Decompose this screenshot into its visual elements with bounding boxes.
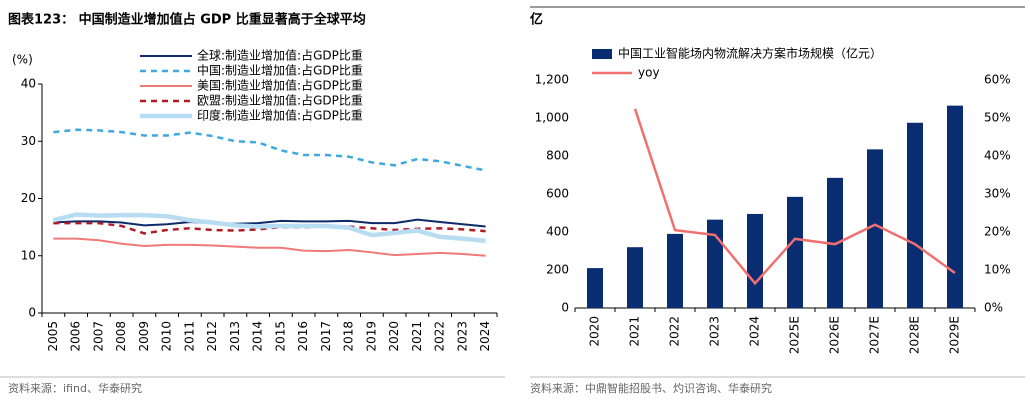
x-tick-label: 2024 xyxy=(478,321,492,352)
bar xyxy=(707,219,723,308)
x-tick-label: 2022 xyxy=(668,316,682,347)
x-tick-label: 2009 xyxy=(137,321,151,352)
series-line xyxy=(53,128,486,172)
source: 资料来源：中鼎智能招股书、灼识咨询、华泰研究 xyxy=(530,381,772,395)
legend-label: 中国:制造业增加值:占GDP比重 xyxy=(197,63,363,78)
legend-label: 中国工业智能场内物流解决方案市场规模（亿元） xyxy=(618,46,882,61)
x-tick-label: 2015 xyxy=(273,321,287,352)
x-tick-label: 2014 xyxy=(251,321,265,352)
y-tick-label: 400 xyxy=(546,225,569,239)
x-tick-label: 2021 xyxy=(410,321,424,352)
legend-label: 印度:制造业增加值:占GDP比重 xyxy=(197,108,363,123)
legend-label: 欧盟:制造业增加值:占GDP比重 xyxy=(197,93,363,108)
y2-tick-label: 30% xyxy=(984,187,1011,201)
y-tick-label: 200 xyxy=(546,263,569,277)
y-tick-label: 20 xyxy=(21,191,36,205)
y2-tick-label: 40% xyxy=(984,149,1011,163)
x-tick-label: 2021 xyxy=(628,316,642,347)
x-tick-label: 2020 xyxy=(588,316,602,347)
legend-label: 全球:制造业增加值:占GDP比重 xyxy=(197,48,363,63)
series-line xyxy=(52,212,486,244)
y-axis-label: (%) xyxy=(12,53,33,67)
series-line xyxy=(53,237,486,257)
y2-tick-label: 20% xyxy=(984,225,1011,239)
bar xyxy=(787,196,803,308)
x-tick-label: 2005 xyxy=(46,321,60,352)
x-tick-label: 2020 xyxy=(387,321,401,352)
y-tick-label: 30 xyxy=(21,134,36,148)
series-line xyxy=(53,218,486,228)
x-tick-label: 2028E xyxy=(908,316,922,354)
x-tick-label: 2006 xyxy=(69,321,83,352)
x-tick-label: 2027E xyxy=(868,316,882,354)
x-tick-label: 2017 xyxy=(319,321,333,352)
y-tick-label: 10 xyxy=(21,248,36,262)
y-tick-label: 1,000 xyxy=(535,111,569,125)
y-tick-label: 800 xyxy=(546,149,569,163)
x-tick-label: 2012 xyxy=(205,321,219,352)
y2-tick-label: 60% xyxy=(984,73,1011,87)
series-line xyxy=(633,108,956,286)
y2-tick-label: 50% xyxy=(984,111,1011,125)
y2-tick-label: 10% xyxy=(984,263,1011,277)
bar xyxy=(627,247,643,308)
x-tick-label: 2026E xyxy=(828,316,842,354)
bar xyxy=(667,233,683,308)
x-tick-label: 2008 xyxy=(114,321,128,352)
y-tick-label: 40 xyxy=(21,77,36,91)
y-tick-label: 0 xyxy=(28,306,36,320)
y-tick-label: 1,200 xyxy=(535,73,569,87)
y2-tick-label: 0% xyxy=(984,301,1003,315)
y-tick-label: 0 xyxy=(561,301,569,315)
x-tick-label: 2010 xyxy=(160,321,174,352)
bar xyxy=(907,122,923,308)
y-tick-label: 600 xyxy=(546,187,569,201)
chart-title: 亿 xyxy=(530,12,543,28)
x-tick-label: 2024 xyxy=(748,316,762,347)
legend-label: yoy xyxy=(638,66,660,80)
bar xyxy=(587,268,603,308)
source: 资料来源：ifind、华泰研究 xyxy=(8,381,142,395)
x-tick-label: 2018 xyxy=(342,321,356,352)
x-tick-label: 2007 xyxy=(91,321,105,352)
x-tick-label: 2013 xyxy=(228,321,242,352)
legend-label: 美国:制造业增加值:占GDP比重 xyxy=(197,78,363,93)
bar xyxy=(947,105,963,309)
bar xyxy=(867,149,883,308)
x-tick-label: 2011 xyxy=(182,321,196,352)
x-tick-label: 2019 xyxy=(364,321,378,352)
chart-title: 图表123： 中国制造业增加值占 GDP 比重显著高于全球平均 xyxy=(8,12,366,28)
x-tick-label: 2023 xyxy=(455,321,469,352)
x-tick-label: 2016 xyxy=(296,321,310,352)
legend-swatch xyxy=(592,49,612,59)
x-tick-label: 2025E xyxy=(788,316,802,354)
x-tick-label: 2023 xyxy=(708,316,722,347)
x-tick-label: 2029E xyxy=(948,316,962,354)
bar xyxy=(747,213,763,308)
x-tick-label: 2022 xyxy=(433,321,447,352)
